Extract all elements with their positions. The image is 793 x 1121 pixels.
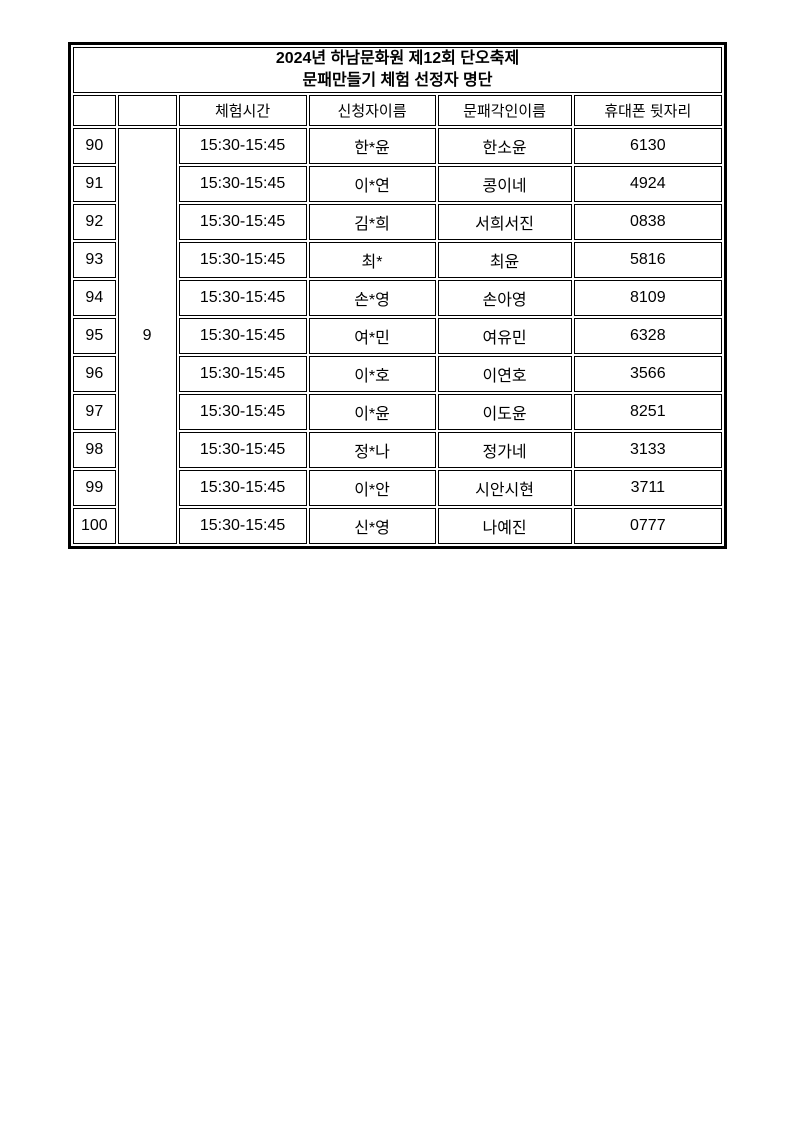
row-number-cell: 91 xyxy=(73,166,116,202)
header-blank-group xyxy=(117,95,177,126)
phone-last-digits-cell: 3133 xyxy=(573,432,722,468)
header-phone-last-digits: 휴대폰 뒷자리 xyxy=(573,95,722,126)
engrave-name-cell: 이도윤 xyxy=(437,394,572,430)
row-number-cell: 94 xyxy=(73,280,116,316)
header-row: 체험시간 신청자이름 문패각인이름 휴대폰 뒷자리 xyxy=(73,95,722,126)
phone-last-digits-cell: 3711 xyxy=(573,470,722,506)
applicant-name-cell: 신*영 xyxy=(308,508,436,544)
engrave-name-cell: 최윤 xyxy=(437,242,572,278)
engrave-name-cell: 정가네 xyxy=(437,432,572,468)
applicant-name-cell: 이*연 xyxy=(308,166,436,202)
applicant-name-cell: 이*윤 xyxy=(308,394,436,430)
phone-last-digits-cell: 6130 xyxy=(573,128,722,164)
applicant-name-cell: 한*윤 xyxy=(308,128,436,164)
table-row: 96 15:30-15:45 이*호 이연호 3566 xyxy=(73,356,722,392)
row-number-cell: 99 xyxy=(73,470,116,506)
engrave-name-cell: 서희서진 xyxy=(437,204,572,240)
table-row: 90 9 15:30-15:45 한*윤 한소윤 6130 xyxy=(73,128,722,544)
table-row: 99 15:30-15:45 이*안 시안시현 3711 xyxy=(73,470,722,506)
row-number-cell: 93 xyxy=(73,242,116,278)
engrave-name-cell: 한소윤 xyxy=(437,128,572,164)
experience-time-cell: 15:30-15:45 xyxy=(178,280,307,316)
phone-last-digits-cell: 3566 xyxy=(573,356,722,392)
table-row: 91 15:30-15:45 이*연 콩이네 4924 xyxy=(73,166,722,202)
phone-last-digits-cell: 4924 xyxy=(573,166,722,202)
row-number-cell: 97 xyxy=(73,394,116,430)
engrave-name-cell: 손아영 xyxy=(437,280,572,316)
experience-time-cell: 15:30-15:45 xyxy=(178,356,307,392)
experience-time-cell: 15:30-15:45 xyxy=(178,508,307,544)
engrave-name-cell: 이연호 xyxy=(437,356,572,392)
applicant-name-cell: 이*안 xyxy=(308,470,436,506)
phone-last-digits-cell: 0838 xyxy=(573,204,722,240)
experience-time-cell: 15:30-15:45 xyxy=(178,432,307,468)
header-applicant-name: 신청자이름 xyxy=(308,95,436,126)
experience-time-cell: 15:30-15:45 xyxy=(178,166,307,202)
table-row: 93 15:30-15:45 최* 최윤 5816 xyxy=(73,242,722,278)
experience-time-cell: 15:30-15:45 xyxy=(178,318,307,354)
applicant-name-cell: 여*민 xyxy=(308,318,436,354)
title-row: 2024년 하남문화원 제12회 단오축제 문패만들기 체험 선정자 명단 xyxy=(73,47,722,93)
table-row: 98 15:30-15:45 정*나 정가네 3133 xyxy=(73,432,722,468)
header-engrave-name: 문패각인이름 xyxy=(437,95,572,126)
header-blank-no xyxy=(73,95,116,126)
experience-time-cell: 15:30-15:45 xyxy=(178,242,307,278)
row-number-cell: 95 xyxy=(73,318,116,354)
applicant-name-cell: 최* xyxy=(308,242,436,278)
row-number-cell: 90 xyxy=(73,128,116,164)
group-number-cell: 9 xyxy=(117,128,177,544)
applicant-name-cell: 정*나 xyxy=(308,432,436,468)
experience-time-cell: 15:30-15:45 xyxy=(178,394,307,430)
table-row: 95 15:30-15:45 여*민 여유민 6328 xyxy=(73,318,722,354)
row-number-cell: 98 xyxy=(73,432,116,468)
applicant-name-cell: 이*호 xyxy=(308,356,436,392)
experience-time-cell: 15:30-15:45 xyxy=(178,470,307,506)
roster-table: 2024년 하남문화원 제12회 단오축제 문패만들기 체험 선정자 명단 체험… xyxy=(68,42,727,549)
engrave-name-cell: 여유민 xyxy=(437,318,572,354)
engrave-name-cell: 시안시현 xyxy=(437,470,572,506)
table-row: 97 15:30-15:45 이*윤 이도윤 8251 xyxy=(73,394,722,430)
document-title-line1: 2024년 하남문화원 제12회 단오축제 xyxy=(275,50,520,67)
document-title-line2: 문패만들기 체험 선정자 명단 xyxy=(302,72,493,89)
phone-last-digits-cell: 6328 xyxy=(573,318,722,354)
phone-last-digits-cell: 5816 xyxy=(573,242,722,278)
experience-time-cell: 15:30-15:45 xyxy=(178,204,307,240)
row-number-cell: 92 xyxy=(73,204,116,240)
engrave-name-cell: 콩이네 xyxy=(437,166,572,202)
table-row: 94 15:30-15:45 손*영 손아영 8109 xyxy=(73,280,722,316)
phone-last-digits-cell: 8251 xyxy=(573,394,722,430)
phone-last-digits-cell: 8109 xyxy=(573,280,722,316)
header-experience-time: 체험시간 xyxy=(178,95,307,126)
table-row: 92 15:30-15:45 김*희 서희서진 0838 xyxy=(73,204,722,240)
row-number-cell: 100 xyxy=(73,508,116,544)
phone-last-digits-cell: 0777 xyxy=(573,508,722,544)
applicant-name-cell: 김*희 xyxy=(308,204,436,240)
applicant-name-cell: 손*영 xyxy=(308,280,436,316)
table-title-cell: 2024년 하남문화원 제12회 단오축제 문패만들기 체험 선정자 명단 xyxy=(73,47,722,93)
experience-time-cell: 15:30-15:45 xyxy=(178,128,307,164)
table-row: 100 15:30-15:45 신*영 나예진 0777 xyxy=(73,508,722,544)
row-number-cell: 96 xyxy=(73,356,116,392)
engrave-name-cell: 나예진 xyxy=(437,508,572,544)
